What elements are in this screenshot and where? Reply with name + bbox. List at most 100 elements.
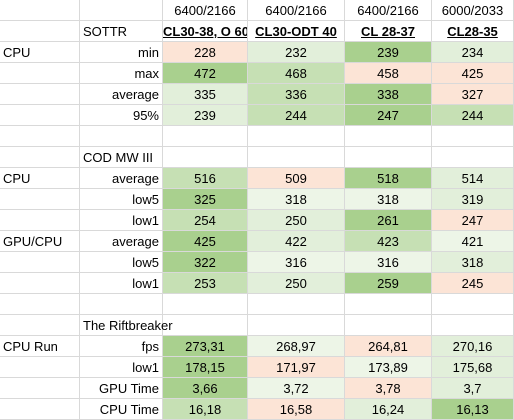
row-label-cell[interactable] <box>0 21 80 42</box>
column-header-cell[interactable]: CL30-38, O 60 <box>163 21 248 42</box>
memory-config-cell[interactable]: 6400/2166 <box>345 0 432 21</box>
row-label-cell[interactable] <box>0 252 80 273</box>
value-cell[interactable]: 254 <box>163 210 248 231</box>
value-cell[interactable]: 336 <box>248 84 345 105</box>
metric-label-cell[interactable] <box>80 0 163 21</box>
memory-config-cell[interactable]: 6000/2033 <box>432 0 514 21</box>
value-cell[interactable]: 16,18 <box>163 399 248 420</box>
value-cell[interactable] <box>163 126 248 147</box>
metric-label-cell[interactable] <box>80 126 163 147</box>
value-cell[interactable] <box>248 126 345 147</box>
value-cell[interactable]: 3,72 <box>248 378 345 399</box>
value-cell[interactable] <box>432 315 514 336</box>
value-cell[interactable]: 239 <box>345 42 432 63</box>
metric-label-cell[interactable]: low5 <box>80 252 163 273</box>
row-label-cell[interactable]: CPU <box>0 42 80 63</box>
value-cell[interactable] <box>432 147 514 168</box>
row-label-cell[interactable] <box>0 357 80 378</box>
value-cell[interactable] <box>248 315 345 336</box>
game-title-cell[interactable]: The Riftbreaker <box>80 315 173 336</box>
column-header-cell[interactable]: CL30-ODT 40 <box>248 21 345 42</box>
row-label-cell[interactable] <box>0 63 80 84</box>
value-cell[interactable]: 425 <box>163 231 248 252</box>
metric-label-cell[interactable]: GPU Time <box>80 378 163 399</box>
value-cell[interactable]: 245 <box>432 273 514 294</box>
value-cell[interactable]: 518 <box>345 168 432 189</box>
value-cell[interactable]: 338 <box>345 84 432 105</box>
value-cell[interactable]: 244 <box>248 105 345 126</box>
value-cell[interactable]: 3,78 <box>345 378 432 399</box>
row-label-cell[interactable] <box>0 147 80 168</box>
value-cell[interactable]: 514 <box>432 168 514 189</box>
value-cell[interactable]: 472 <box>163 63 248 84</box>
value-cell[interactable]: 516 <box>163 168 248 189</box>
metric-label-cell[interactable]: fps <box>80 336 163 357</box>
row-label-cell[interactable] <box>0 378 80 399</box>
row-label-cell[interactable] <box>0 0 80 21</box>
row-label-cell[interactable] <box>0 273 80 294</box>
metric-label-cell[interactable]: average <box>80 231 163 252</box>
value-cell[interactable] <box>345 315 432 336</box>
value-cell[interactable]: 316 <box>345 252 432 273</box>
value-cell[interactable]: 3,66 <box>163 378 248 399</box>
row-label-cell[interactable] <box>0 189 80 210</box>
value-cell[interactable]: 244 <box>432 105 514 126</box>
value-cell[interactable]: 327 <box>432 84 514 105</box>
metric-label-cell[interactable]: average <box>80 168 163 189</box>
value-cell[interactable]: 318 <box>248 189 345 210</box>
row-label-cell[interactable]: CPU Run <box>0 336 80 357</box>
column-header-cell[interactable]: CL 28-37 <box>345 21 432 42</box>
value-cell[interactable]: 247 <box>345 105 432 126</box>
value-cell[interactable]: 421 <box>432 231 514 252</box>
row-label-cell[interactable] <box>0 399 80 420</box>
value-cell[interactable] <box>248 294 345 315</box>
value-cell[interactable]: 175,68 <box>432 357 514 378</box>
value-cell[interactable]: 325 <box>163 189 248 210</box>
row-label-cell[interactable]: GPU/CPU <box>0 231 80 252</box>
value-cell[interactable]: 335 <box>163 84 248 105</box>
value-cell[interactable] <box>248 147 345 168</box>
value-cell[interactable] <box>432 294 514 315</box>
value-cell[interactable]: 253 <box>163 273 248 294</box>
value-cell[interactable]: 261 <box>345 210 432 231</box>
value-cell[interactable]: 264,81 <box>345 336 432 357</box>
value-cell[interactable]: 319 <box>432 189 514 210</box>
value-cell[interactable] <box>432 126 514 147</box>
value-cell[interactable]: 16,24 <box>345 399 432 420</box>
value-cell[interactable]: 250 <box>248 273 345 294</box>
game-title-cell[interactable]: SOTTR <box>80 21 163 42</box>
metric-label-cell[interactable]: low1 <box>80 273 163 294</box>
value-cell[interactable] <box>163 294 248 315</box>
column-header-cell[interactable]: CL28-35 <box>432 21 514 42</box>
value-cell[interactable]: 318 <box>432 252 514 273</box>
value-cell[interactable]: 322 <box>163 252 248 273</box>
row-label-cell[interactable] <box>0 315 80 336</box>
metric-label-cell[interactable]: min <box>80 42 163 63</box>
row-label-cell[interactable] <box>0 294 80 315</box>
value-cell[interactable]: 173,89 <box>345 357 432 378</box>
value-cell[interactable] <box>345 147 432 168</box>
value-cell[interactable]: 259 <box>345 273 432 294</box>
value-cell[interactable]: 318 <box>345 189 432 210</box>
row-label-cell[interactable] <box>0 126 80 147</box>
metric-label-cell[interactable]: low1 <box>80 357 163 378</box>
value-cell[interactable]: 178,15 <box>163 357 248 378</box>
value-cell[interactable] <box>345 294 432 315</box>
row-label-cell[interactable]: CPU <box>0 168 80 189</box>
value-cell[interactable]: 239 <box>163 105 248 126</box>
value-cell[interactable]: 16,58 <box>248 399 345 420</box>
metric-label-cell[interactable]: low5 <box>80 189 163 210</box>
row-label-cell[interactable] <box>0 84 80 105</box>
game-title-cell[interactable]: COD MW III <box>80 147 163 168</box>
value-cell[interactable]: 16,13 <box>432 399 514 420</box>
value-cell[interactable]: 232 <box>248 42 345 63</box>
value-cell[interactable]: 228 <box>163 42 248 63</box>
metric-label-cell[interactable]: average <box>80 84 163 105</box>
value-cell[interactable]: 270,16 <box>432 336 514 357</box>
metric-label-cell[interactable]: 95% <box>80 105 163 126</box>
value-cell[interactable]: 250 <box>248 210 345 231</box>
value-cell[interactable]: 509 <box>248 168 345 189</box>
metric-label-cell[interactable]: low1 <box>80 210 163 231</box>
memory-config-cell[interactable]: 6400/2166 <box>248 0 345 21</box>
value-cell[interactable] <box>163 315 248 336</box>
